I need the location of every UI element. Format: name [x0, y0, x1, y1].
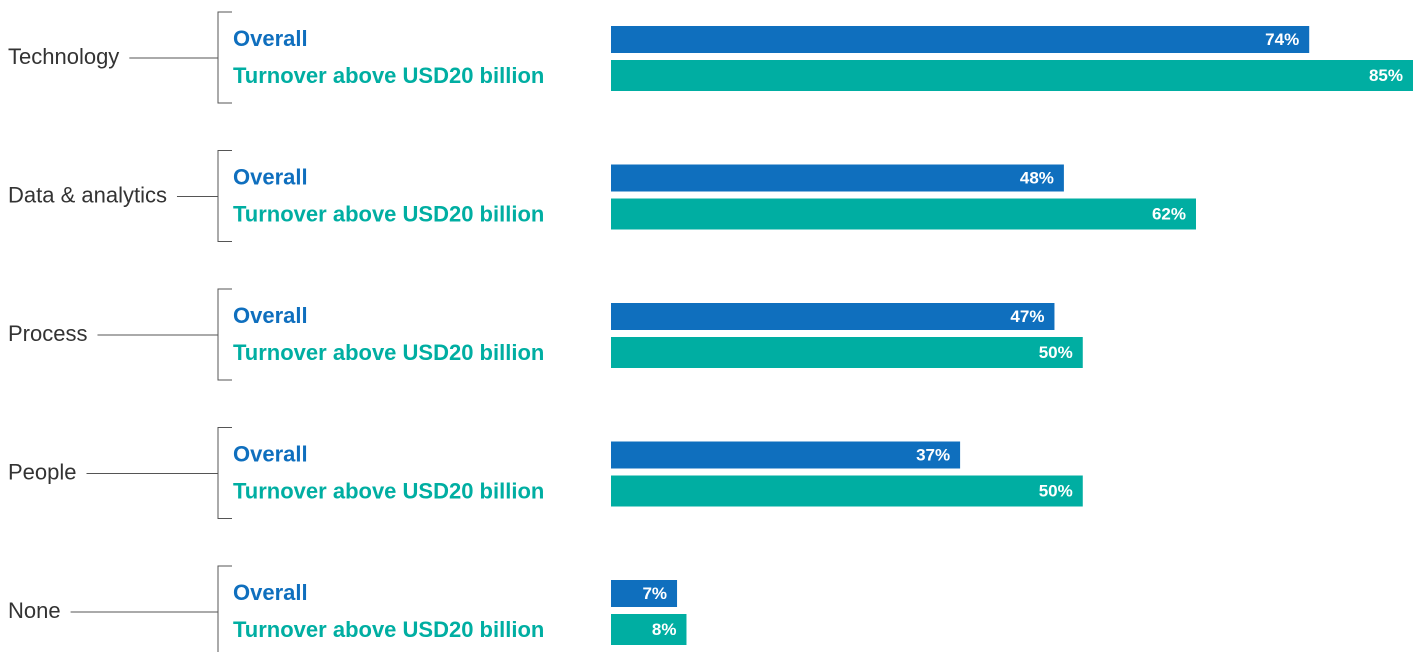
value-label: 50%	[1039, 481, 1073, 500]
series-label: Turnover above USD20 billion	[233, 478, 544, 503]
category-label: None	[8, 598, 61, 623]
bar	[611, 198, 1196, 230]
category-label: Technology	[8, 44, 119, 69]
bar	[611, 475, 1083, 507]
bar	[611, 441, 961, 469]
series-label: Overall	[233, 580, 308, 605]
value-label: 85%	[1369, 66, 1403, 85]
category-label: Data & analytics	[8, 182, 167, 207]
bracket	[217, 565, 232, 652]
bar	[611, 164, 1064, 192]
value-label: 62%	[1152, 204, 1186, 223]
series-label: Turnover above USD20 billion	[233, 340, 544, 365]
category-label: People	[8, 459, 77, 484]
value-label: 47%	[1010, 307, 1044, 326]
bracket	[217, 11, 232, 104]
value-label: 37%	[916, 445, 950, 464]
bar	[611, 614, 687, 645]
series-label: Turnover above USD20 billion	[233, 201, 544, 226]
bar	[611, 303, 1055, 330]
series-label: Overall	[233, 303, 308, 328]
bar	[611, 580, 678, 607]
series-label: Overall	[233, 26, 308, 51]
value-label: 74%	[1265, 30, 1299, 49]
bar	[611, 337, 1083, 368]
series-label: Overall	[233, 164, 308, 189]
category-label: Process	[8, 321, 87, 346]
bar	[611, 60, 1413, 91]
series-label: Overall	[233, 441, 308, 466]
value-label: 8%	[652, 620, 677, 639]
bracket	[217, 150, 232, 242]
value-label: 48%	[1020, 168, 1054, 187]
value-label: 7%	[642, 584, 667, 603]
series-label: Turnover above USD20 billion	[233, 63, 544, 88]
bracket	[217, 288, 232, 381]
bracket	[217, 427, 232, 519]
value-label: 50%	[1039, 343, 1073, 362]
bar	[611, 26, 1310, 53]
series-label: Turnover above USD20 billion	[233, 617, 544, 642]
